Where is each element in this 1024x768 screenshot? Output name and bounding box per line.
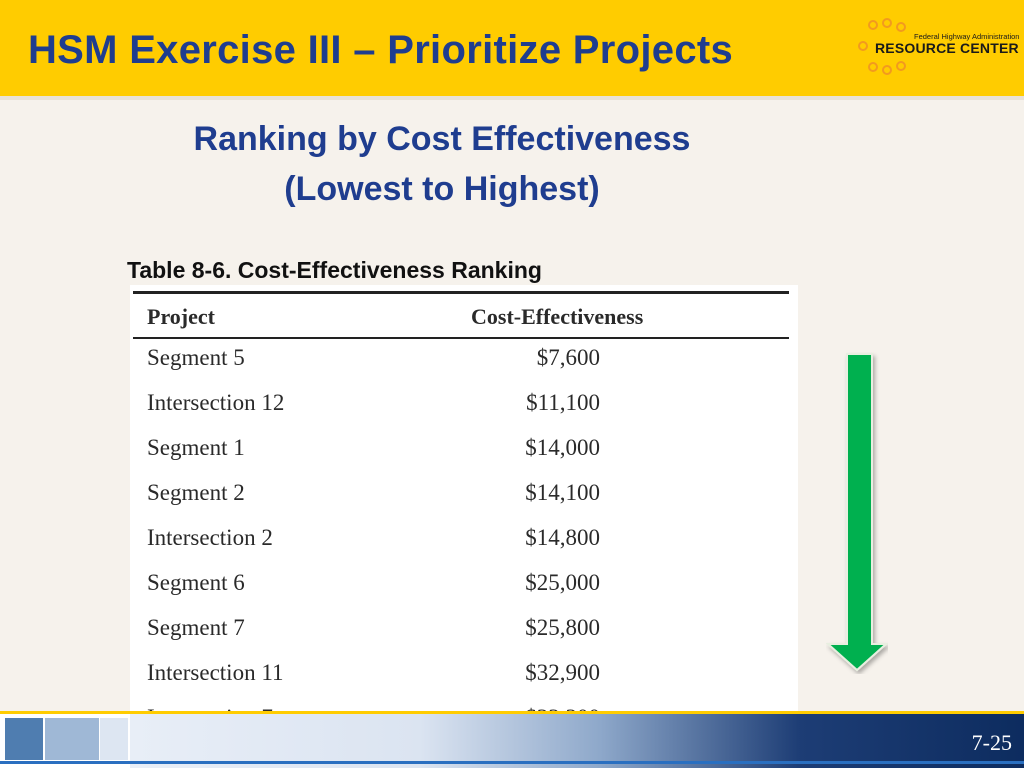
- footer-square: [45, 718, 99, 760]
- table-row-cost: $25,800: [525, 615, 600, 640]
- table-row-cost: $7,600: [536, 345, 600, 370]
- down-arrow-icon: [826, 353, 888, 672]
- footer-gold-stripe: [0, 711, 1024, 716]
- header-shadow: [0, 96, 1024, 100]
- footer-blue-line: [0, 761, 1024, 764]
- footer-square: [100, 718, 128, 760]
- column-header-cost-effectiveness: Cost-Effectiveness: [471, 304, 644, 329]
- logo-name-text: RESOURCE CENTER: [875, 40, 1019, 56]
- slide-title: HSM Exercise III – Prioritize Projects: [28, 28, 734, 72]
- page-number: 7-25: [971, 730, 1012, 755]
- table-row-cost: $25,000: [525, 570, 600, 595]
- table-row-project: Segment 2: [147, 480, 245, 505]
- table-row-project: Segment 7: [147, 615, 245, 640]
- table-header-rule: [133, 337, 789, 339]
- header-bar: [0, 0, 1024, 96]
- footer-bar: [0, 714, 1024, 768]
- column-header-project: Project: [147, 304, 215, 329]
- resource-center-logo: Federal Highway Administration RESOURCE …: [856, 18, 1019, 76]
- table-row-cost: $14,800: [525, 525, 600, 550]
- logo-agency-text: Federal Highway Administration: [914, 32, 1020, 41]
- subtitle-line-1: Ranking by Cost Effectiveness: [193, 120, 691, 158]
- cost-effectiveness-table: Project Cost-Effectiveness Segment 5 $7,…: [130, 285, 798, 753]
- subtitle-line-2: (Lowest to Highest): [284, 170, 600, 208]
- table-row-project: Intersection 11: [147, 660, 284, 685]
- table-row-cost: $11,100: [526, 390, 600, 415]
- table-top-rule: [133, 291, 789, 294]
- table-row-project: Intersection 2: [147, 525, 273, 550]
- table-row-cost: $32,900: [525, 660, 600, 685]
- table-row-cost: $14,000: [525, 435, 600, 460]
- table-row-project: Segment 6: [147, 570, 245, 595]
- circles-logo-icon: [858, 18, 906, 75]
- table-row-cost: $14,100: [525, 480, 600, 505]
- table-row-project: Intersection 12: [147, 390, 285, 415]
- table-caption: Table 8-6. Cost-Effectiveness Ranking: [127, 257, 542, 283]
- footer-square: [5, 718, 43, 760]
- table-row-project: Segment 1: [147, 435, 245, 460]
- table-row-project: Segment 5: [147, 345, 245, 370]
